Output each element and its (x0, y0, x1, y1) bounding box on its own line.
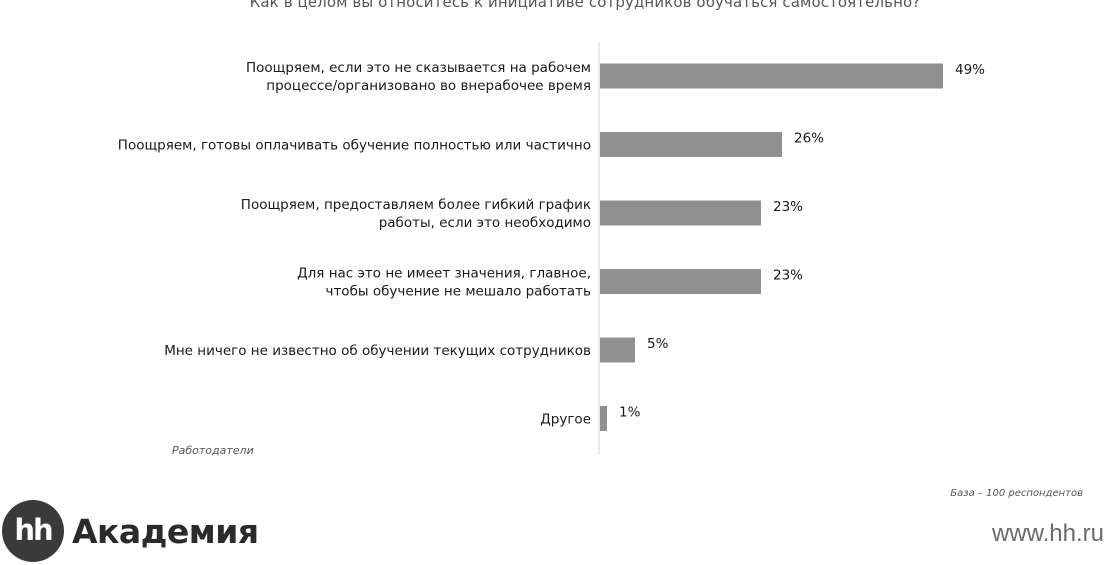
respondent-group-label: Работодатели (172, 444, 254, 457)
hh-logo-mark: hh (2, 500, 64, 562)
category-label-6: Другое (540, 412, 591, 428)
bar-6 (600, 406, 607, 431)
bar-2 (600, 132, 782, 157)
bar-3 (600, 200, 761, 226)
bar-1 (600, 63, 943, 89)
category-label-4: Для нас это не имеет значения, главное, ч… (297, 266, 591, 300)
category-label-2: Поощряем, готовы оплачивать обучение пол… (118, 138, 591, 154)
value-label-5: 5% (647, 336, 669, 352)
hh-logo-mark-text: hh (14, 513, 53, 547)
value-label-4: 23% (773, 268, 803, 284)
value-label-6: 1% (619, 405, 641, 421)
hh-academy-logo: hh Академия (2, 500, 259, 562)
bar-5 (600, 337, 635, 363)
value-label-2: 26% (794, 131, 824, 147)
category-label-1: Поощряем, если это не сказывается на раб… (246, 60, 591, 94)
academy-logo-text: Академия (72, 511, 259, 551)
site-url: www.hh.ru (991, 520, 1104, 547)
bar-4 (600, 269, 761, 294)
value-label-3: 23% (773, 199, 803, 215)
chart-title: Как в целом вы относитесь к инициативе с… (249, 0, 921, 11)
sample-base-note: База – 100 респондентов (950, 488, 1083, 499)
category-label-5: Мне ничего не известно об обучении текущ… (164, 343, 591, 359)
value-label-1: 49% (955, 62, 985, 78)
category-label-3: Поощряем, предоставляем более гибкий гра… (241, 197, 591, 231)
